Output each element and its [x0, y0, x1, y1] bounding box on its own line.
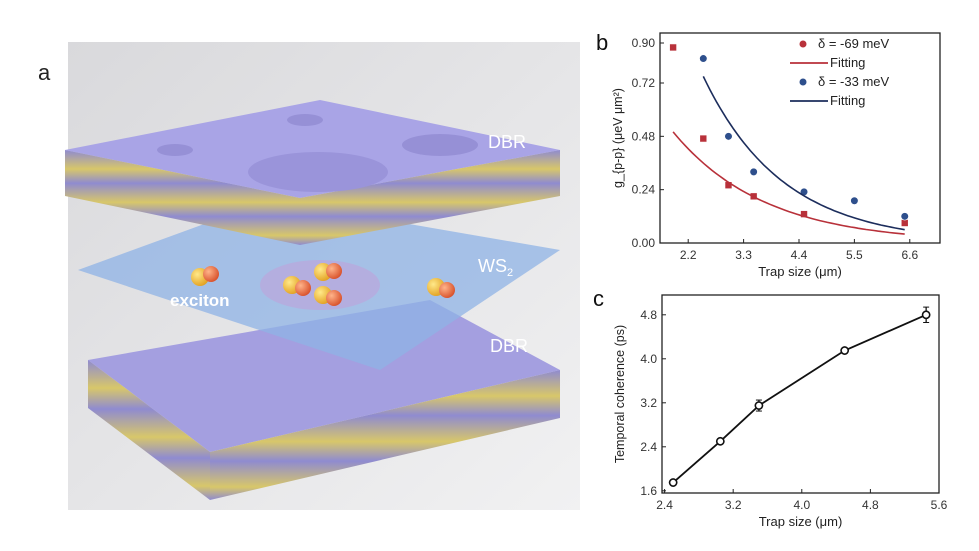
x-tick-label: 4.0 [793, 498, 810, 512]
data-point [699, 54, 708, 63]
y-tick-label: 0.72 [632, 76, 656, 90]
data-point [749, 167, 758, 176]
y-tick-label: 4.0 [640, 352, 657, 366]
top-dbr-slab [65, 100, 560, 245]
legend: δ = -69 meV Fitting δ = -33 meV Fitting [790, 36, 890, 108]
y-axis-label: g_{p-p} (μeV μm²) [611, 88, 625, 188]
plot-frame [661, 294, 940, 494]
bottom-dbr-label: DBR [490, 336, 528, 356]
data-point [699, 134, 708, 143]
y-tick-label: 4.8 [640, 308, 657, 322]
y-tick-label: 0.00 [632, 236, 656, 250]
data-point [754, 401, 764, 410]
top-dbr-label: DBR [488, 132, 526, 152]
y-tick-label: 3.2 [640, 396, 657, 410]
x-tick-label: 4.8 [862, 498, 879, 512]
data-point [715, 436, 725, 446]
y-tick-label: 1.6 [640, 484, 657, 498]
data-point [900, 219, 909, 227]
y-tick-label: 0.24 [632, 183, 656, 197]
data-point [669, 43, 677, 52]
x-tick-label: 3.2 [725, 498, 742, 512]
legend-label: Fitting [830, 93, 865, 108]
panel-a-illustration: a DBR WS2 exciton DBR [38, 42, 580, 510]
ws2-label: WS2 [478, 256, 513, 279]
data-point [850, 196, 859, 205]
chart-b: 2.2 3.3 4.4 5.5 6.6 0.00 0.24 0.48 0.72 0.90 Trap … [611, 32, 941, 279]
exciton-particles [191, 263, 455, 306]
bottom-dbr-slab [88, 300, 560, 500]
y-tick-label: 0.48 [632, 129, 656, 143]
x-axis-label: Trap size (μm) [759, 514, 843, 529]
legend-marker [799, 78, 807, 86]
x-tick-label: 4.4 [791, 248, 808, 262]
y-axis-label: Temporal coherence (ps) [613, 325, 627, 463]
data-point [668, 478, 678, 487]
x-tick-label: 5.6 [931, 498, 948, 512]
panel-c-label: c [593, 286, 604, 311]
x-tick-label: 3.3 [735, 248, 752, 262]
data-point [921, 310, 931, 320]
legend-label: δ = -69 meV [818, 36, 890, 51]
panel-a-label: a [38, 60, 51, 85]
data-point [724, 132, 733, 141]
series-line [672, 313, 927, 484]
exciton-label: exciton [170, 291, 230, 310]
plot-frame [659, 32, 941, 244]
x-tick-label: 5.5 [846, 248, 863, 262]
legend-marker [799, 40, 807, 48]
fit-line [672, 131, 905, 235]
panel-b-label: b [596, 30, 608, 55]
y-tick-label: 2.4 [640, 440, 657, 454]
x-tick-label: 2.4 [656, 498, 673, 512]
legend-label: Fitting [830, 55, 865, 70]
x-axis-label: Trap size (μm) [758, 264, 842, 279]
y-tick-label: 0.90 [632, 36, 656, 50]
fit-line [702, 76, 905, 231]
data-point [900, 212, 909, 221]
x-tick-label: 2.2 [680, 248, 697, 262]
ws2-monolayer [78, 200, 560, 370]
legend-label: δ = -33 meV [818, 74, 890, 89]
x-tick-label: 6.6 [901, 248, 918, 262]
data-point [800, 210, 808, 218]
data-point [840, 346, 850, 355]
